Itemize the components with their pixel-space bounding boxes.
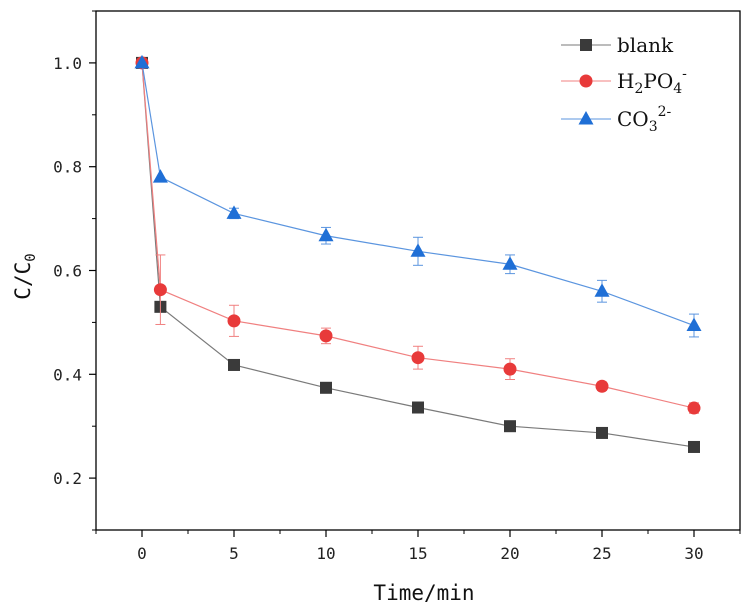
data-point-triangle <box>152 169 168 183</box>
data-point-triangle <box>318 227 334 242</box>
legend-label-po-sub: 4 <box>673 81 682 97</box>
data-point-triangle <box>686 317 702 332</box>
data-point-circle <box>227 314 241 328</box>
data-point-square <box>412 401 424 414</box>
series-line <box>141 62 695 409</box>
y-tick-label: 0.4 <box>53 365 82 384</box>
data-point-square <box>228 358 240 371</box>
legend-label-h2po4-sup: - <box>682 66 687 82</box>
x-tick-label: 25 <box>592 544 611 563</box>
legend-label-h: H <box>617 69 634 93</box>
data-point-circle <box>595 379 609 393</box>
y-axis-ticks: 0.2 0.4 0.6 0.8 1.0 <box>53 10 96 531</box>
svg-text:blank: blank <box>617 33 674 57</box>
data-point-circle <box>153 283 167 297</box>
data-point-square <box>688 440 700 453</box>
svg-text:C/C0: C/C0 <box>11 253 39 299</box>
data-point-circle <box>687 401 701 415</box>
x-tick-label: 0 <box>137 544 147 563</box>
legend-label-co: CO <box>617 107 649 131</box>
series-circle <box>135 56 701 415</box>
legend-label-co-sub: 3 <box>649 119 658 135</box>
data-point-circle <box>319 329 333 343</box>
data-point-triangle <box>226 205 242 219</box>
y-axis-title-main: C/C <box>11 262 35 300</box>
legend-label-blank: blank <box>617 33 674 57</box>
x-tick-label: 10 <box>316 544 335 563</box>
x-tick-label: 15 <box>408 544 427 563</box>
legend-label-h-sub: 2 <box>634 81 643 97</box>
y-tick-label: 0.2 <box>53 469 82 488</box>
x-tick-label: 5 <box>229 544 239 563</box>
legend-circle-marker <box>579 74 593 88</box>
legend-item-h2po4: H2PO4- <box>561 66 687 97</box>
legend-label-co3-sup: 2- <box>658 104 672 120</box>
y-tick-label: 1.0 <box>53 54 82 73</box>
legend-triangle-marker <box>578 111 594 125</box>
series-layer <box>134 54 702 453</box>
y-axis-title: C/C0 <box>11 253 39 299</box>
x-tick-label: 30 <box>684 544 703 563</box>
x-axis-title: Time/min <box>373 581 474 605</box>
legend: blank H2PO4- CO32- <box>561 33 687 135</box>
data-point-square <box>596 426 608 439</box>
y-tick-label: 0.6 <box>53 262 82 281</box>
svg-text:H2PO4-: H2PO4- <box>617 66 687 97</box>
legend-item-co3: CO32- <box>561 104 672 135</box>
data-point-triangle <box>134 54 150 69</box>
data-point-circle <box>503 362 517 376</box>
series-triangle <box>134 54 702 338</box>
svg-text:CO32-: CO32- <box>617 104 672 135</box>
data-point-triangle <box>594 283 610 297</box>
series-line <box>141 62 695 327</box>
x-tick-label: 20 <box>500 544 519 563</box>
legend-square-marker <box>580 39 592 51</box>
data-point-circle <box>411 351 425 365</box>
legend-label-po: PO <box>643 69 673 93</box>
x-axis-ticks: 0 5 10 15 20 25 30 <box>95 530 741 563</box>
y-tick-label: 0.8 <box>53 158 82 177</box>
y-axis-title-sub: 0 <box>23 253 39 261</box>
series-line <box>141 62 695 448</box>
data-point-triangle <box>410 243 426 257</box>
data-point-square <box>320 381 332 394</box>
data-point-square <box>504 420 516 433</box>
legend-item-blank: blank <box>561 33 674 57</box>
data-point-triangle <box>502 256 518 270</box>
